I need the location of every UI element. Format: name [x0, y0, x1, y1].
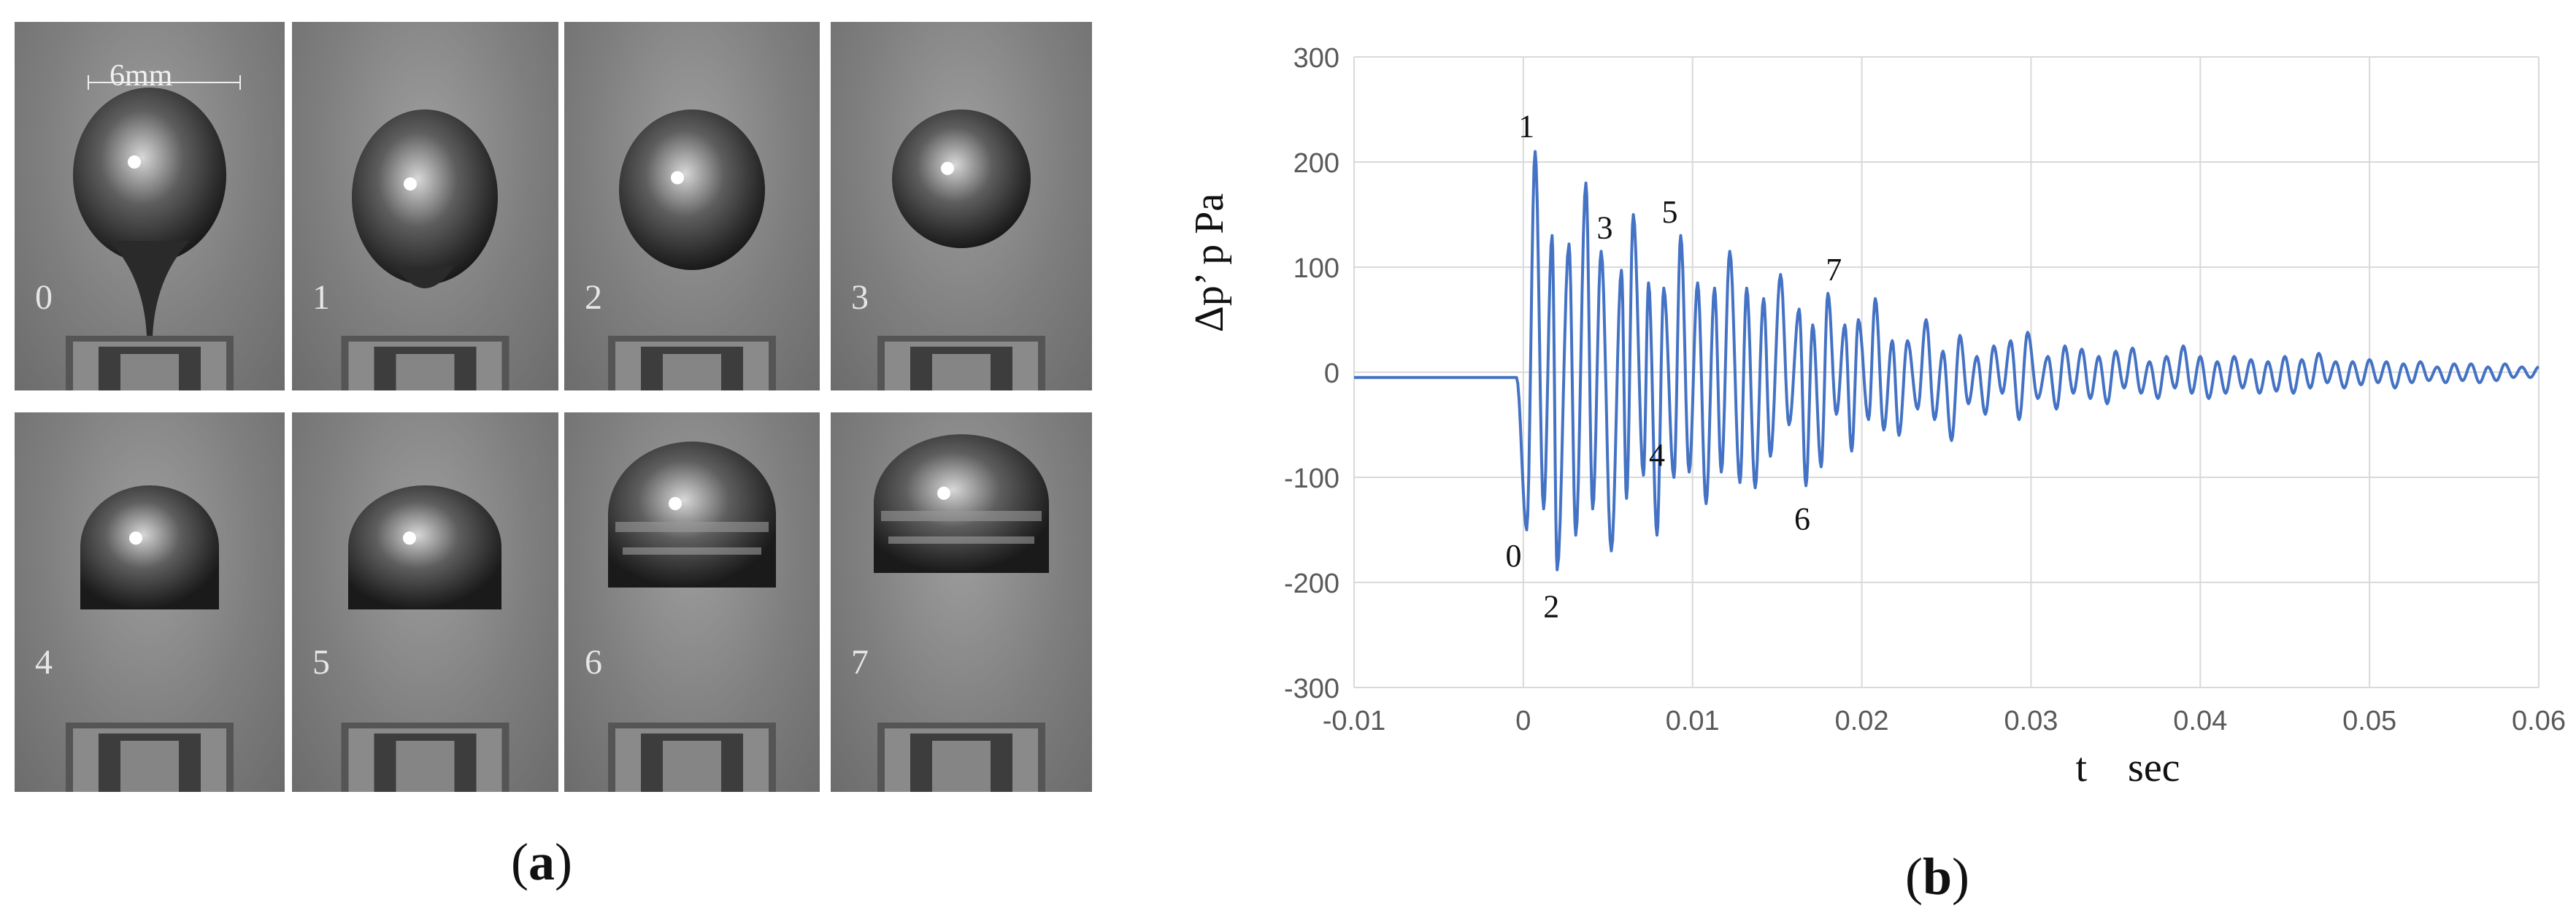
droplet-image [608, 109, 776, 390]
frame-annotation: 2 [1543, 589, 1559, 625]
frame-number: 0 [35, 278, 53, 317]
pressure-series-line [1354, 150, 2540, 571]
droplet-frame-3: 3 [831, 22, 1092, 390]
scale-label: 6mm [109, 59, 173, 93]
panel-b-label: (b) [1905, 847, 1969, 906]
droplet-frame-7: 7 [831, 412, 1092, 792]
frame-number: 5 [312, 643, 330, 682]
droplet-frame-6: 6 [564, 412, 820, 792]
frame-number: 2 [585, 278, 602, 317]
frame-number: 7 [851, 643, 869, 682]
droplet-frame-0: 0 6mm [15, 22, 285, 390]
y-tick-label: 100 [1293, 253, 1339, 284]
frame-number: 1 [312, 278, 330, 317]
frame-annotation: 0 [1505, 538, 1521, 574]
y-tick-label: 0 [1324, 358, 1339, 389]
frame-annotation: 4 [1649, 437, 1665, 473]
x-tick-label: 0.03 [2004, 706, 2058, 736]
y-tick-label: -200 [1284, 569, 1339, 599]
droplet-frame-5: 5 [292, 412, 558, 792]
grid [1353, 56, 2540, 688]
droplet-image [66, 485, 234, 792]
x-tick-label: 0.04 [2173, 706, 2227, 736]
panel-a-label: (a) [511, 833, 572, 891]
frame-number: 3 [851, 278, 869, 317]
axes: 300 200 100 0 -100 -200 -300-0.01 0 0.01 0.02 0.03… [1284, 43, 2566, 736]
pressure-chart: 300 200 100 0 -100 -200 -300-0.01 0 0.01 0.02 0.03… [1187, 43, 2566, 906]
frame-annotation: 3 [1597, 209, 1613, 245]
droplet-image [341, 485, 510, 792]
frame-annotation: 5 [1661, 194, 1677, 230]
x-tick-label: 0.06 [2512, 706, 2566, 736]
y-axis-title: Δp’ p Pa [1187, 193, 1232, 333]
x-tick-label: 0.02 [1835, 706, 1889, 736]
droplet-image [874, 434, 1049, 792]
x-tick-label: 0.01 [1666, 706, 1720, 736]
droplet-frame-2: 2 [564, 22, 820, 390]
droplet-image [877, 109, 1045, 390]
x-tick-label: -0.01 [1323, 706, 1386, 736]
scale-bar [88, 75, 241, 90]
y-tick-label: 300 [1293, 43, 1339, 74]
y-tick-label: -300 [1284, 674, 1339, 704]
frame-annotation: 6 [1794, 501, 1810, 537]
droplet-frame-4: 4 [15, 412, 285, 792]
photo-sequence-panel: 0 6mm 1 2 3 [0, 0, 1168, 924]
droplet-image [341, 109, 510, 390]
frame-annotation: 1 [1518, 109, 1534, 145]
frame-annotation: 7 [1826, 252, 1842, 288]
droplet-frame-1: 1 [292, 22, 558, 390]
droplet-image [608, 442, 776, 792]
droplet-image [66, 88, 234, 390]
annotations: 0 1 2 3 4 5 6 7 [1505, 109, 1842, 625]
y-tick-label: 200 [1293, 148, 1339, 179]
y-tick-label: -100 [1284, 463, 1339, 494]
y-axis-title-text: Δp’ p Pa [1187, 193, 1232, 333]
frame-number: 6 [585, 643, 602, 682]
x-tick-label: 0 [1515, 706, 1531, 736]
frame-number: 4 [35, 643, 53, 682]
x-tick-label: 0.05 [2342, 706, 2396, 736]
x-axis-title: t sec [2075, 745, 2180, 790]
svg-text:Δp’ p Pa: Δp’ p Pa [1187, 193, 1232, 333]
